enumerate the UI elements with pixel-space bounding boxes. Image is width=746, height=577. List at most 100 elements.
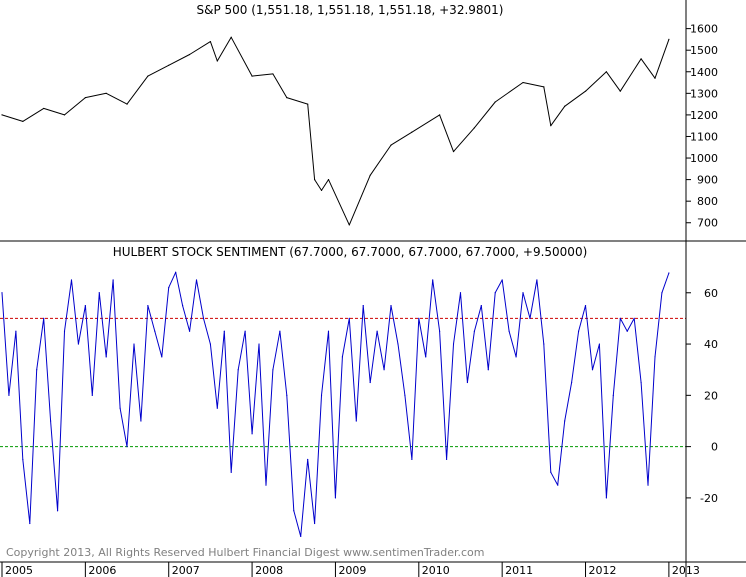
sentiment-point-21 bbox=[147, 304, 149, 307]
sentiment-point-95 bbox=[661, 292, 663, 294]
sentiment-point-82 bbox=[571, 381, 573, 384]
sentiment-point-48 bbox=[334, 497, 337, 499]
sentiment-ytick-label-40: 40 bbox=[704, 338, 718, 351]
year-label-2010: 2010 bbox=[422, 564, 450, 577]
sentiment-point-42 bbox=[293, 510, 295, 512]
sp500-ytick-label-1400: 1400 bbox=[690, 66, 718, 79]
sentiment-point-15 bbox=[105, 356, 107, 358]
sentiment-point-40 bbox=[279, 330, 281, 332]
sentiment-point-22 bbox=[154, 330, 156, 332]
sentiment-point-72 bbox=[501, 279, 503, 281]
sp500-point-18 bbox=[320, 189, 323, 191]
sentiment-point-94 bbox=[654, 356, 656, 358]
sentiment-point-2 bbox=[15, 330, 17, 332]
sentiment-point-60 bbox=[418, 317, 420, 320]
sp500-point-22 bbox=[390, 144, 392, 146]
sentiment-point-32 bbox=[223, 330, 225, 332]
sp500-ytick-label-800: 800 bbox=[697, 195, 718, 208]
sp500-point-17 bbox=[314, 179, 316, 181]
sentiment-point-11 bbox=[77, 343, 80, 345]
sp500-point-8 bbox=[168, 64, 170, 66]
sentiment-point-27 bbox=[188, 330, 191, 332]
sentiment-point-49 bbox=[341, 356, 343, 358]
sp500-ytick-label-1100: 1100 bbox=[690, 130, 718, 143]
sp500-point-15 bbox=[286, 97, 288, 99]
sentiment-point-68 bbox=[473, 330, 475, 332]
sp500-point-16 bbox=[307, 103, 309, 105]
sentiment-point-18 bbox=[126, 446, 128, 448]
sentiment-point-13 bbox=[91, 394, 93, 396]
sentiment-point-52 bbox=[362, 304, 364, 307]
sentiment-point-73 bbox=[508, 330, 510, 332]
sentiment-point-80 bbox=[557, 484, 559, 486]
sentiment-point-90 bbox=[626, 330, 628, 332]
sentiment-point-31 bbox=[216, 407, 218, 409]
sentiment-point-28 bbox=[195, 279, 198, 281]
sp500-point-9 bbox=[188, 53, 191, 56]
sp500-point-29 bbox=[543, 86, 545, 88]
sp500-point-26 bbox=[473, 127, 475, 129]
sp500-point-14 bbox=[272, 73, 274, 75]
sentiment-point-63 bbox=[439, 330, 441, 332]
sentiment-point-35 bbox=[244, 330, 246, 332]
sentiment-point-4 bbox=[29, 522, 31, 525]
sentiment-point-29 bbox=[202, 317, 205, 320]
sentiment-point-1 bbox=[8, 394, 10, 396]
sentiment-point-26 bbox=[182, 304, 184, 307]
sentiment-point-77 bbox=[536, 279, 538, 281]
sentiment-ytick-label--20: -20 bbox=[700, 492, 718, 505]
sentiment-point-84 bbox=[584, 304, 587, 307]
sentiment-point-55 bbox=[383, 369, 385, 371]
sentiment-point-47 bbox=[327, 330, 330, 332]
sentiment-point-10 bbox=[70, 279, 73, 281]
sentiment-point-39 bbox=[272, 369, 274, 371]
sentiment-point-0 bbox=[1, 292, 3, 294]
sp500-point-13 bbox=[251, 75, 253, 77]
sentiment-title: HULBERT STOCK SENTIMENT (67.7000, 67.700… bbox=[113, 245, 588, 259]
sentiment-point-25 bbox=[175, 271, 177, 273]
sentiment-point-7 bbox=[50, 420, 52, 422]
sentiment-point-16 bbox=[112, 279, 114, 281]
sentiment-point-66 bbox=[459, 292, 462, 294]
sp500-point-4 bbox=[84, 97, 86, 99]
sp500-point-6 bbox=[126, 103, 128, 105]
sp500-point-24 bbox=[439, 114, 441, 116]
sp500-point-36 bbox=[654, 77, 656, 79]
sentiment-point-38 bbox=[265, 484, 267, 486]
year-label-2007: 2007 bbox=[172, 564, 200, 577]
sentiment-point-69 bbox=[480, 304, 482, 307]
year-label-2008: 2008 bbox=[255, 564, 283, 577]
sentiment-point-83 bbox=[577, 330, 580, 332]
sentiment-point-81 bbox=[564, 420, 566, 422]
sentiment-point-23 bbox=[161, 356, 163, 358]
sp500-point-31 bbox=[564, 105, 566, 107]
sentiment-point-44 bbox=[307, 458, 309, 461]
sp500-point-35 bbox=[640, 58, 642, 60]
copyright-text: Copyright 2013, All Rights Reserved Hulb… bbox=[6, 546, 485, 559]
sp500-point-23 bbox=[411, 131, 413, 133]
sentiment-point-85 bbox=[591, 369, 594, 371]
sentiment-point-88 bbox=[612, 394, 614, 396]
sentiment-point-54 bbox=[376, 330, 378, 332]
sp500-point-11 bbox=[216, 60, 218, 62]
sp500-ytick-label-1600: 1600 bbox=[690, 23, 718, 36]
sentiment-point-86 bbox=[598, 343, 601, 345]
sentiment-point-30 bbox=[209, 343, 212, 345]
sp500-point-5 bbox=[105, 92, 107, 94]
sentiment-point-17 bbox=[119, 407, 121, 409]
sp500-point-34 bbox=[619, 90, 621, 92]
sentiment-point-6 bbox=[43, 317, 45, 320]
sp500-point-30 bbox=[550, 125, 552, 127]
sp500-point-3 bbox=[63, 114, 66, 116]
sp500-point-0 bbox=[1, 114, 3, 116]
sp500-point-37 bbox=[668, 38, 670, 41]
sentiment-point-64 bbox=[445, 458, 448, 461]
sentiment-point-43 bbox=[300, 535, 302, 537]
sp500-panel: S&P 500 (1,551.18, 1,551.18, 1,551.18, +… bbox=[1, 3, 718, 230]
sentiment-point-61 bbox=[425, 356, 427, 358]
sentiment-point-91 bbox=[633, 317, 635, 320]
sp500-ytick-label-1200: 1200 bbox=[690, 109, 718, 122]
sp500-point-10 bbox=[209, 40, 212, 43]
sentiment-point-12 bbox=[84, 304, 86, 307]
